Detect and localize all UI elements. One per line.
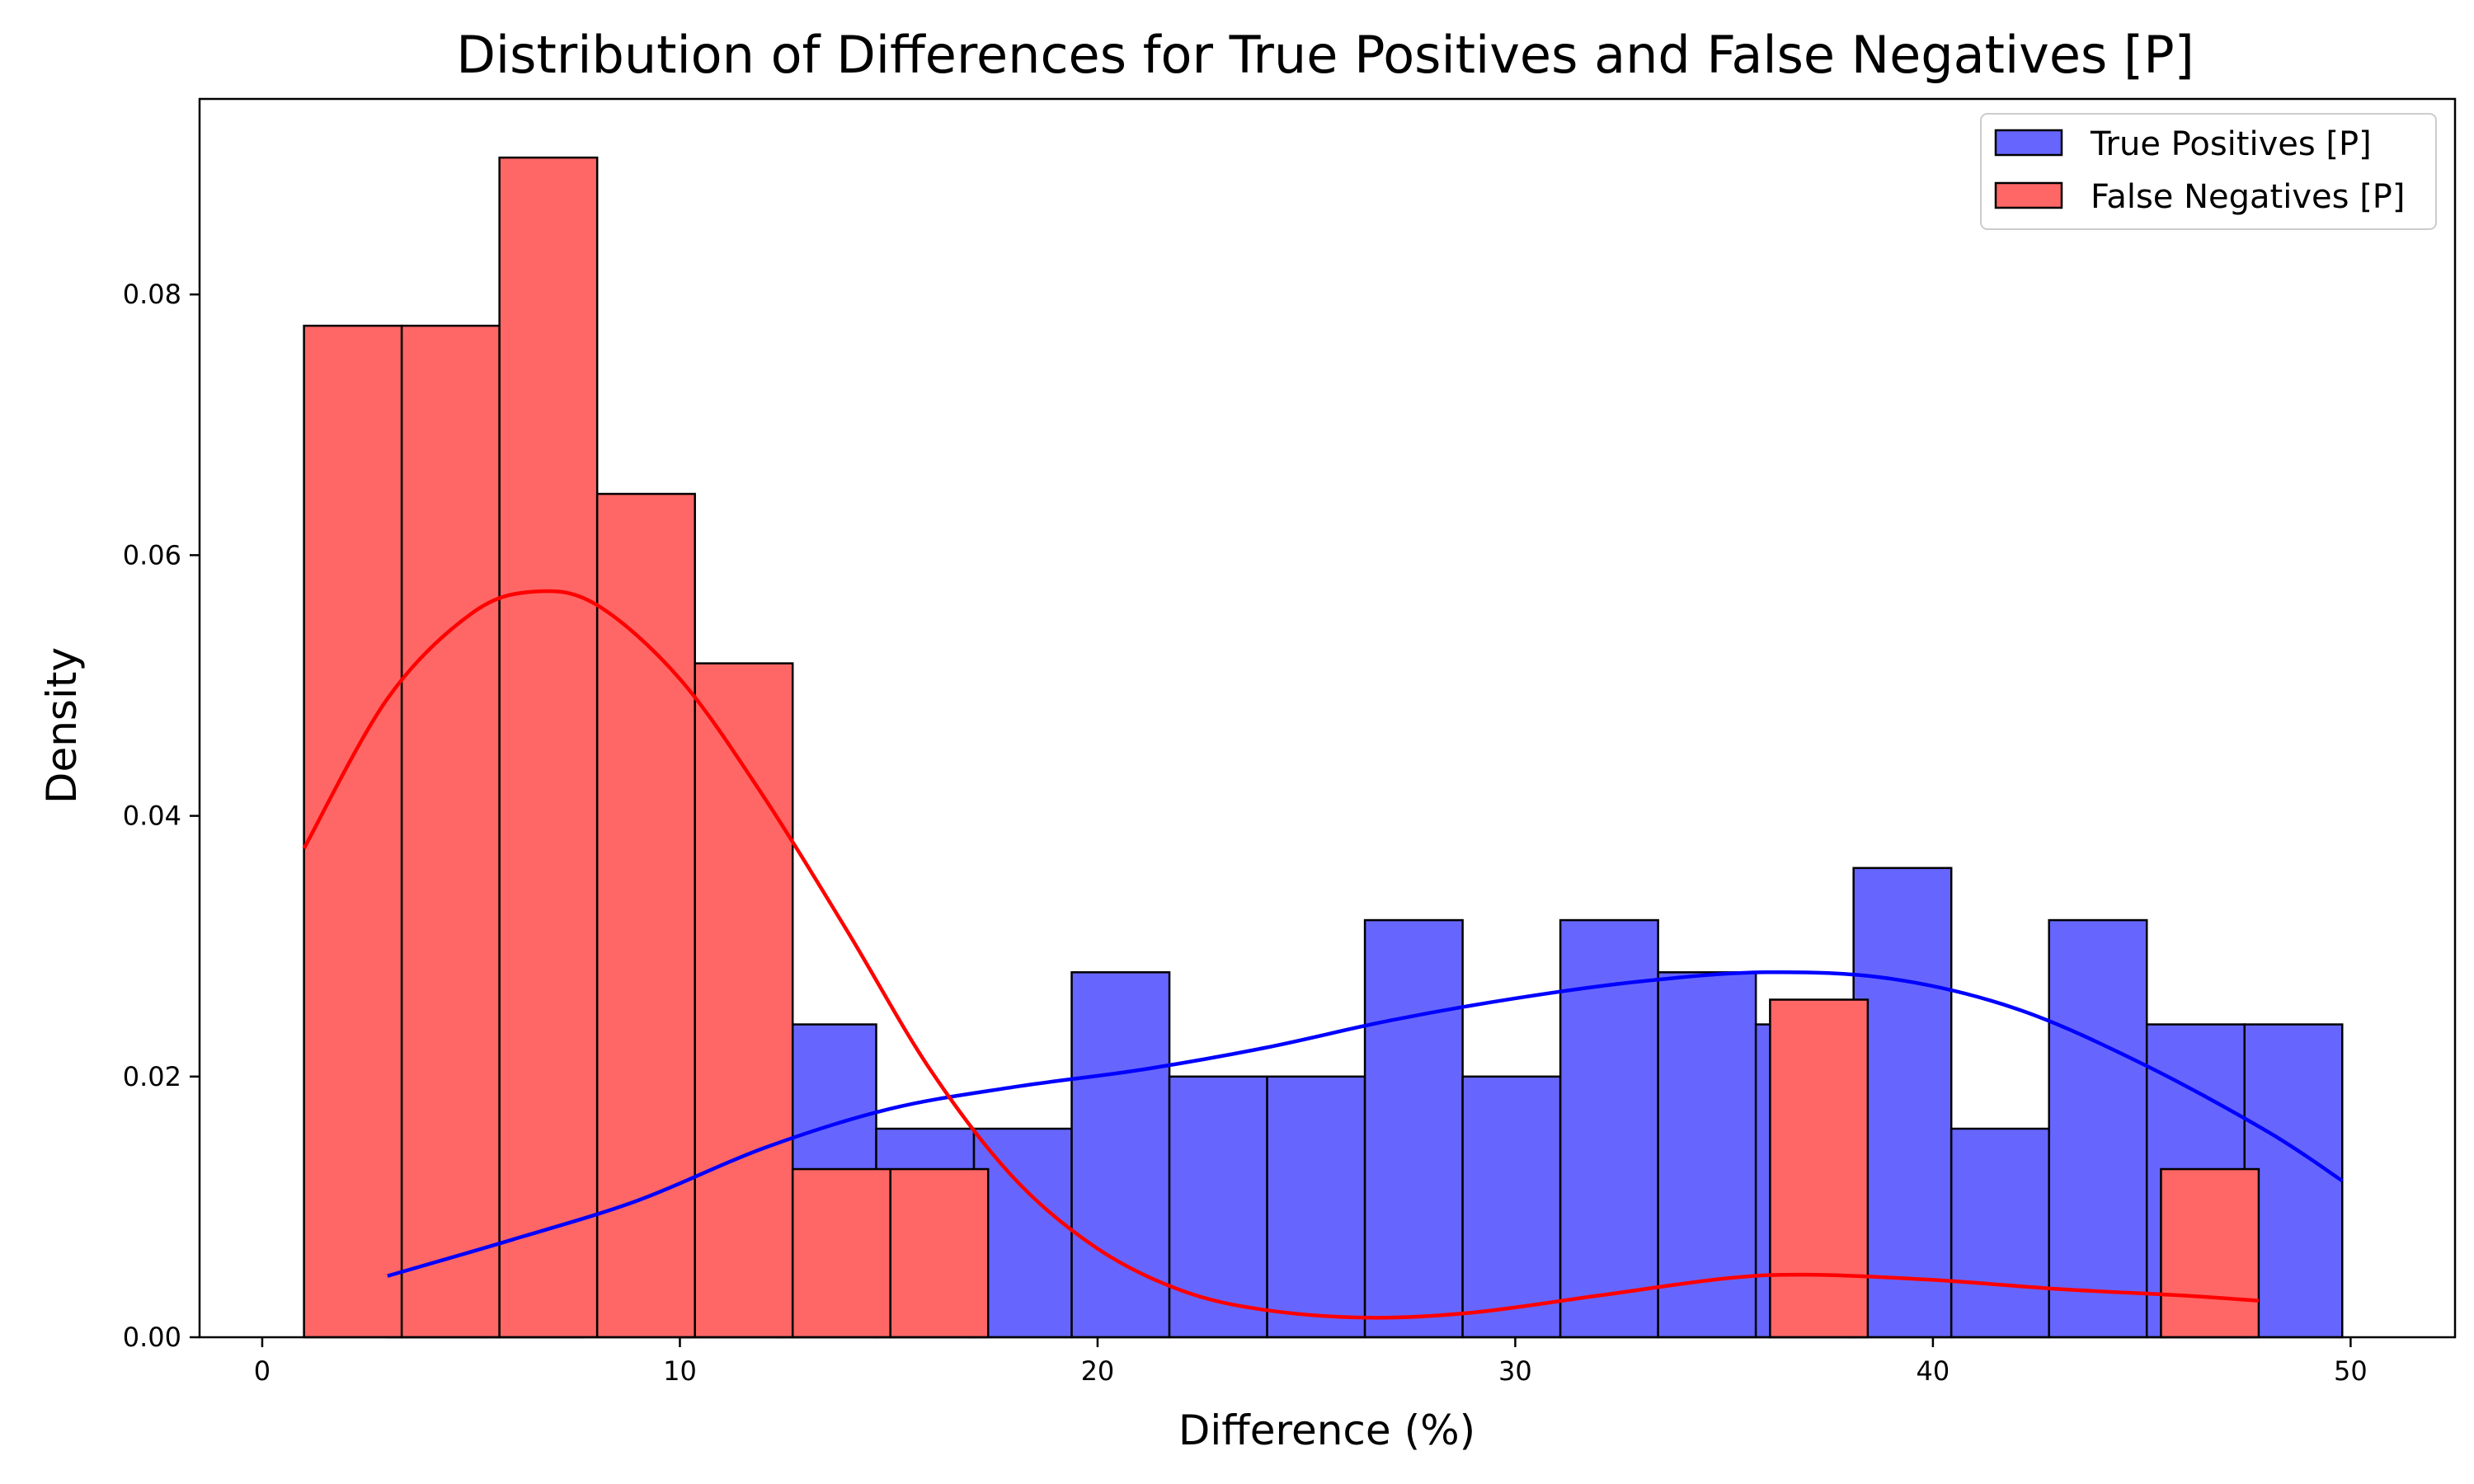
x-tick-label: 30 <box>1498 1355 1532 1387</box>
histogram-bar-1-4 <box>694 662 794 1339</box>
chart-title: Distribution of Differences for True Pos… <box>456 25 2194 85</box>
legend-label-false-negatives: False Negatives [P] <box>2091 178 2406 216</box>
histogram-bar-1-2 <box>498 156 599 1339</box>
histogram-bar-0-10 <box>1363 918 1464 1339</box>
x-axis-ticks: 0 10 20 30 40 50 <box>254 1337 2368 1387</box>
y-axis-label: Density <box>38 647 86 804</box>
histogram-bars <box>303 156 2344 1339</box>
histogram-bar-0-9 <box>1266 1075 1366 1339</box>
y-tick-label: 0.00 <box>123 1322 181 1353</box>
y-tick-label: 0.02 <box>123 1061 181 1092</box>
histogram-bar-1-5 <box>791 1167 891 1339</box>
legend-frame <box>1980 113 2437 230</box>
x-tick-label: 0 <box>254 1355 270 1387</box>
kde-curve-1 <box>302 589 2260 1320</box>
y-tick-label: 0.04 <box>123 801 181 832</box>
x-tick-label: 40 <box>1917 1355 1950 1387</box>
plot-frame <box>198 97 2457 1339</box>
histogram-bar-1-15 <box>1769 998 1870 1339</box>
kde-curves <box>302 589 2344 1320</box>
x-tick-label: 50 <box>2334 1355 2368 1387</box>
x-axis-label: Difference (%) <box>1178 1407 1475 1454</box>
histogram-bar-0-8 <box>1168 1075 1268 1339</box>
kde-curve-0 <box>387 970 2344 1278</box>
y-axis-ticks: 0.00 0.02 0.04 0.06 0.08 <box>123 279 200 1353</box>
histogram-bar-0-16 <box>1950 1127 2050 1339</box>
histogram-bar-1-1 <box>400 324 501 1339</box>
histogram-bar-1-6 <box>889 1167 990 1339</box>
histogram-bar-1-19 <box>2160 1167 2260 1339</box>
legend-swatch-true-positives <box>1994 129 2063 157</box>
legend-swatch-false-negatives <box>1994 181 2063 209</box>
histogram-bar-0-17 <box>2048 918 2148 1339</box>
x-tick-label: 20 <box>1081 1355 1115 1387</box>
histogram-bar-0-11 <box>1461 1075 1562 1339</box>
histogram-bar-1-0 <box>303 324 403 1339</box>
legend: True Positives [P] False Negatives [P] <box>1980 113 2437 230</box>
legend-label-true-positives: True Positives [P] <box>2090 125 2372 163</box>
y-tick-label: 0.08 <box>123 279 181 310</box>
histogram-bar-0-13 <box>1657 971 1757 1339</box>
x-tick-label: 10 <box>663 1355 697 1387</box>
y-tick-label: 0.06 <box>123 539 181 571</box>
histogram-bar-0-7 <box>1070 971 1171 1339</box>
